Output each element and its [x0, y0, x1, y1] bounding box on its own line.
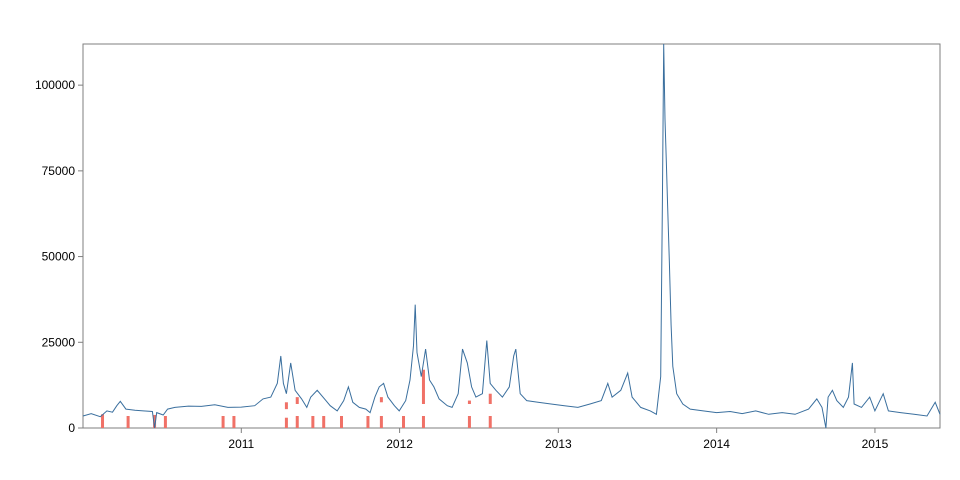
event-marker	[488, 416, 492, 428]
event-marker	[322, 416, 326, 428]
event-marker	[421, 416, 425, 428]
event-marker	[153, 414, 157, 428]
x-tick-label: 2013	[545, 437, 572, 451]
event-marker	[232, 416, 236, 428]
y-tick-label: 50000	[42, 250, 76, 264]
event-marker	[467, 416, 471, 428]
event-marker	[421, 369, 425, 404]
x-tick-label: 2011	[228, 437, 254, 451]
y-tick-label: 75000	[42, 164, 76, 178]
plot-frame	[82, 43, 941, 429]
event-marker	[284, 417, 288, 428]
series-line	[82, 43, 941, 429]
x-axis: 2011 2012 2013 2014 2015	[228, 428, 889, 451]
x-tick-label: 2012	[386, 437, 413, 451]
y-tick-label: 0	[68, 421, 75, 435]
event-marker	[339, 416, 343, 428]
event-marker	[101, 414, 105, 428]
event-marker	[295, 397, 299, 404]
event-marker	[284, 402, 288, 410]
y-tick-label: 25000	[42, 335, 76, 349]
event-marker	[488, 393, 492, 404]
y-tick-label: 100000	[35, 78, 75, 92]
event-marker	[295, 416, 299, 428]
x-tick-label: 2015	[862, 437, 889, 451]
event-marker	[221, 416, 225, 428]
event-marker	[379, 416, 383, 428]
event-marker	[379, 397, 383, 403]
event-marker	[126, 416, 130, 428]
y-axis: 0 25000 50000 75000 100000	[35, 78, 83, 435]
event-marker	[311, 416, 315, 428]
event-markers	[101, 369, 492, 428]
event-marker	[163, 416, 167, 428]
event-marker	[366, 416, 370, 428]
event-marker	[467, 400, 471, 404]
event-marker	[402, 416, 406, 428]
x-tick-label: 2014	[703, 437, 730, 451]
